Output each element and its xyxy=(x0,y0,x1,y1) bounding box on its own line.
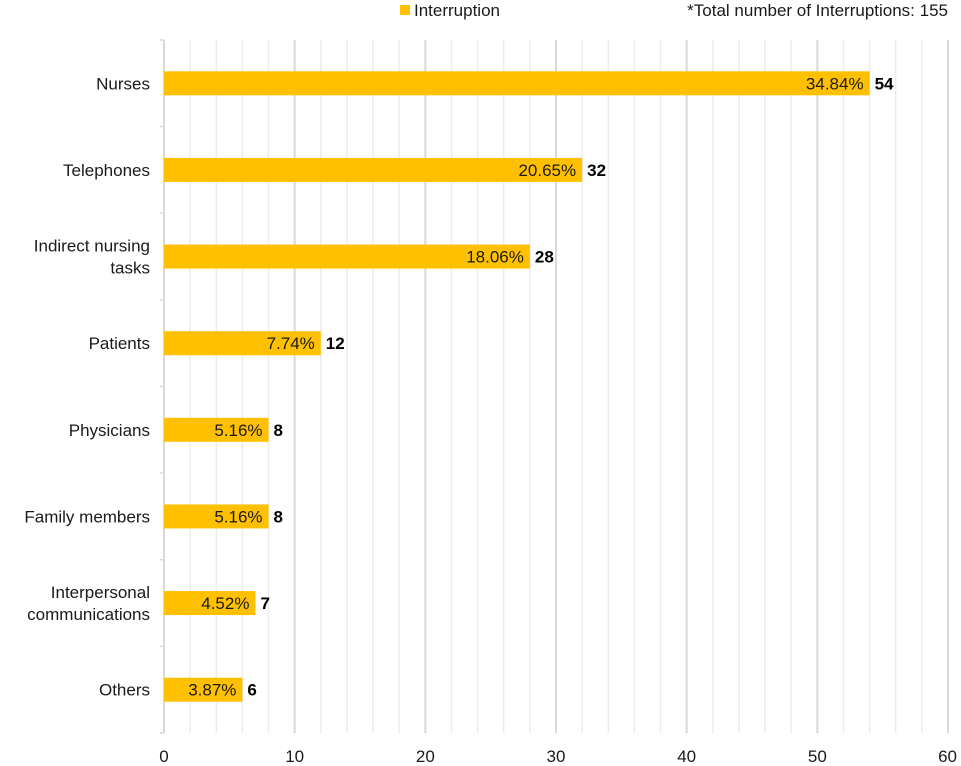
bar-value-label: 7 xyxy=(260,594,269,613)
category-label: Patients xyxy=(89,334,150,353)
category-label: Family members xyxy=(24,507,150,526)
total-annotation: *Total number of Interruptions: 155 xyxy=(687,1,948,20)
bar-percent-label: 5.16% xyxy=(214,507,262,526)
x-tick-labels: 0 10 20 30 40 50 60 xyxy=(159,747,957,766)
bar-value-label: 32 xyxy=(587,161,606,180)
x-tick-label: 0 xyxy=(159,747,168,766)
bar-value-label: 54 xyxy=(875,74,894,93)
y-axis xyxy=(160,39,165,734)
category-label: Interpersonal communications xyxy=(27,583,150,624)
category-label-line: communications xyxy=(27,605,150,624)
category-label: Others xyxy=(99,681,150,700)
x-tick-label: 10 xyxy=(285,747,304,766)
bar-percent-label: 34.84% xyxy=(806,74,864,93)
category-label-line: Indirect nursing xyxy=(34,237,150,256)
bar xyxy=(164,504,269,529)
bar xyxy=(164,244,530,269)
bar-percent-label: 4.52% xyxy=(201,594,249,613)
bar-percent-label: 18.06% xyxy=(466,248,524,267)
bar-value-label: 8 xyxy=(274,507,283,526)
x-tick-label: 60 xyxy=(938,747,957,766)
x-tick-label: 20 xyxy=(416,747,435,766)
category-labels: Nurses Telephones Indirect nursing tasks Pat… xyxy=(24,74,150,699)
legend-label: Interruption xyxy=(414,1,500,20)
bar-value-label: 8 xyxy=(274,421,283,440)
bar xyxy=(164,157,583,182)
category-label: Physicians xyxy=(69,421,150,440)
bar-percent-label: 5.16% xyxy=(214,421,262,440)
bar-value-label: 6 xyxy=(247,681,256,700)
bar-percent-label: 7.74% xyxy=(267,334,315,353)
bar-percent-label: 3.87% xyxy=(188,681,236,700)
x-tick-label: 30 xyxy=(547,747,566,766)
bars-group: 34.84% 54 20.65% 32 18.06% 28 7.74% 12 5.16% 8 5.1… xyxy=(164,71,894,702)
x-tick-label: 50 xyxy=(808,747,827,766)
category-label: Telephones xyxy=(63,161,150,180)
bar xyxy=(164,591,256,616)
grid-lines xyxy=(189,40,949,733)
legend: Interruption xyxy=(400,1,500,20)
category-label: Nurses xyxy=(96,74,150,93)
category-label-line: Interpersonal xyxy=(51,583,150,602)
x-tick-label: 40 xyxy=(677,747,696,766)
category-label-line: tasks xyxy=(110,259,150,278)
bar xyxy=(164,677,243,702)
bar-percent-label: 20.65% xyxy=(518,161,576,180)
bar xyxy=(164,71,870,96)
bar xyxy=(164,417,269,442)
legend-swatch xyxy=(400,5,410,15)
bar xyxy=(164,331,321,356)
bar-value-label: 28 xyxy=(535,248,554,267)
bar-value-label: 12 xyxy=(326,334,345,353)
category-label: Indirect nursing tasks xyxy=(34,237,150,278)
